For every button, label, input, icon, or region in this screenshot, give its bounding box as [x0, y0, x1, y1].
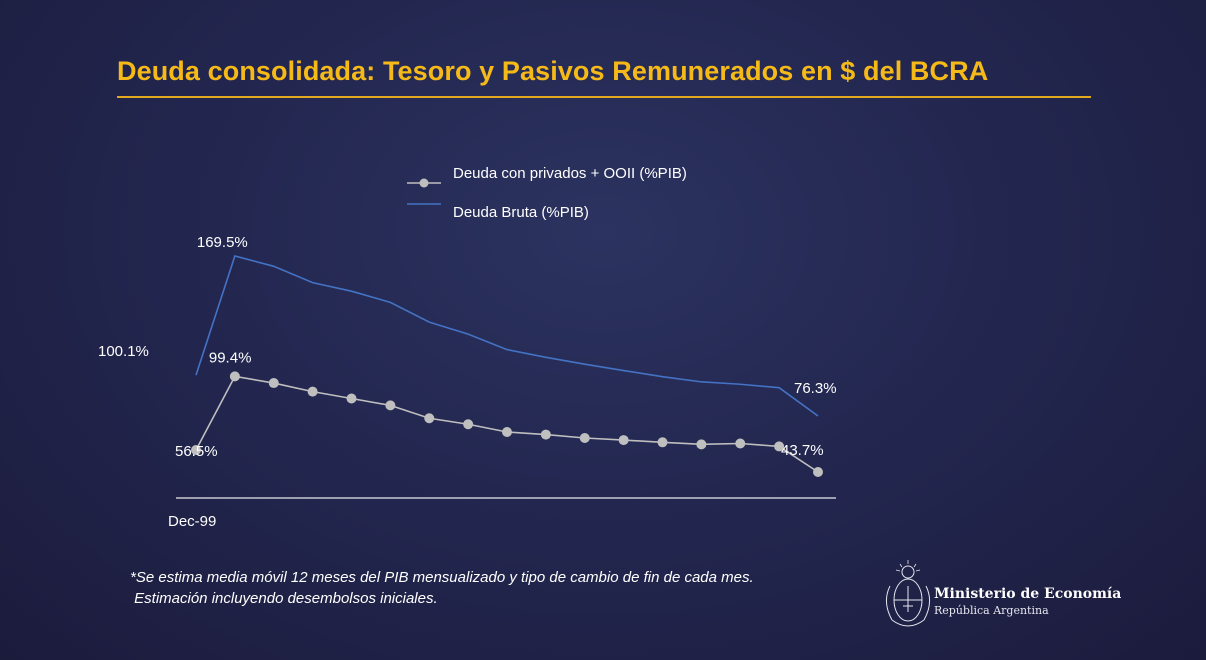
x-tick-label-first: Dec-99 — [168, 513, 216, 530]
plot-area: 56.5% 99.4% 43.7% 100.1% 169.5% 76.3% — [98, 234, 837, 477]
data-point-0-11 — [618, 435, 629, 446]
data-point-0-16 — [813, 467, 823, 477]
data-point-0-14 — [735, 438, 746, 449]
data-point-0-9 — [540, 429, 551, 440]
data-point-0-4 — [346, 393, 357, 404]
data-point-0-5 — [385, 400, 396, 411]
legend-dot-privados — [419, 178, 429, 188]
footnote-line-1: *Se estima media móvil 12 meses del PIB … — [130, 569, 754, 586]
data-label-0-0: 56.5% — [175, 443, 218, 460]
series-line-0 — [195, 375, 819, 473]
data-point-0-6 — [424, 413, 435, 424]
data-point-0-2 — [268, 378, 279, 389]
data-point-0-0 — [191, 445, 201, 456]
data-point-0-13 — [696, 439, 707, 450]
data-label-0-1: 99.4% — [209, 349, 252, 366]
title-underline — [117, 96, 1091, 98]
data-label-1-1: 169.5% — [197, 234, 248, 251]
data-point-0-8 — [502, 426, 512, 437]
data-point-0-12 — [657, 437, 668, 448]
data-point-0-15 — [774, 441, 785, 452]
coat-of-arms-icon — [886, 560, 930, 627]
chart-legend: Deuda con privados + OOII (%PIB) Deuda B… — [407, 165, 687, 221]
data-label-0-16: 43.7% — [781, 442, 824, 459]
data-point-0-7 — [463, 419, 474, 430]
footnote-line-2: Estimación incluyendo desembolsos inicia… — [130, 590, 438, 607]
data-point-0-3 — [307, 386, 318, 397]
data-label-1-16: 76.3% — [794, 380, 837, 397]
series-line-1 — [195, 255, 819, 417]
page-title: Deuda consolidada: Tesoro y Pasivos Remu… — [117, 56, 989, 86]
legend-label-privados: Deuda con privados + OOII (%PIB) — [453, 165, 687, 182]
logo-ministry-subtitle: República Argentina — [934, 604, 1049, 617]
legend-label-bruta: Deuda Bruta (%PIB) — [453, 204, 589, 221]
logo-ministry-name: Ministerio de Economía — [934, 586, 1122, 602]
footnote: *Se estima media móvil 12 meses del PIB … — [130, 567, 754, 609]
data-label-1-0: 100.1% — [98, 343, 149, 360]
data-point-0-1 — [229, 371, 240, 382]
data-point-0-10 — [579, 433, 590, 444]
